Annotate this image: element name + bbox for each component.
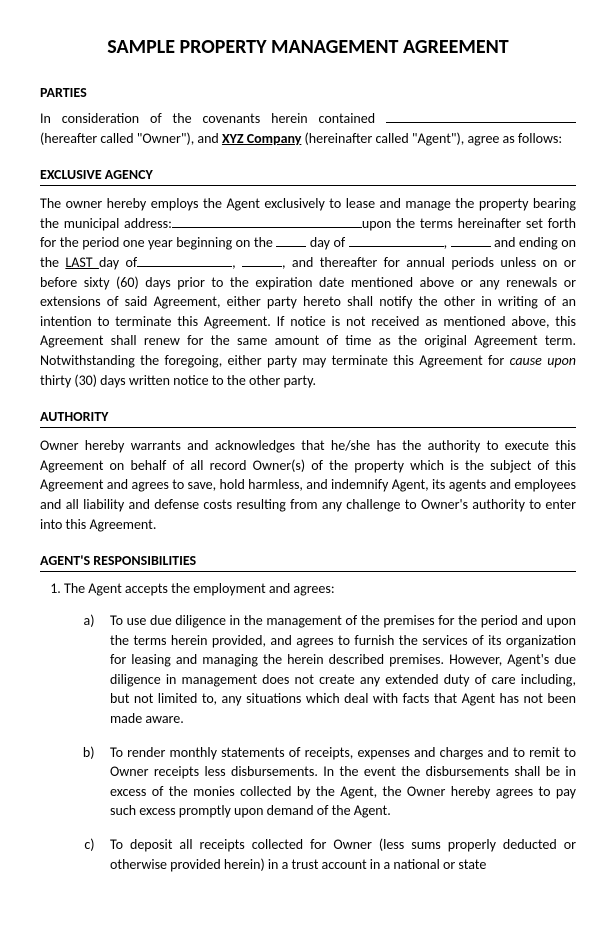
authority-heading: AUTHORITY (40, 408, 576, 428)
company-name: XYZ Company (222, 130, 301, 147)
parties-heading: PARTIES (40, 84, 576, 101)
parties-text-1: In consideration of the covenants herein… (40, 110, 386, 127)
exclusive-t8: , and thereafter for annual periods unle… (40, 254, 576, 369)
resp-lead: The Agent accepts the employment and agr… (64, 580, 335, 597)
document-page: SAMPLE PROPERTY MANAGEMENT AGREEMENT PAR… (0, 0, 616, 918)
exclusive-t3: day of (306, 234, 348, 251)
begin-year-blank (451, 246, 491, 247)
cause-upon: cause upon (510, 352, 576, 369)
resp-item-1: The Agent accepts the employment and agr… (64, 580, 576, 874)
exclusive-t6: day of (99, 254, 137, 271)
resp-sublist: To use due diligence in the management o… (64, 611, 576, 874)
owner-blank (386, 122, 576, 123)
resp-b: To render monthly statements of receipts… (104, 743, 576, 821)
responsibilities-heading: AGENT'S RESPONSIBILITIES (40, 552, 576, 572)
document-title: SAMPLE PROPERTY MANAGEMENT AGREEMENT (40, 35, 576, 59)
parties-text-3: (hereinafter called "Agent"), agree as f… (301, 130, 562, 147)
exclusive-t4: , (444, 234, 451, 251)
exclusive-t7: , (232, 254, 242, 271)
begin-month-blank (349, 246, 444, 247)
parties-text-2: (hereafter called "Owner"), and (40, 130, 222, 147)
resp-a: To use due diligence in the management o… (104, 611, 576, 729)
exclusive-paragraph: The owner hereby employs the Agent exclu… (40, 194, 576, 390)
exclusive-t9: thirty (30) days written notice to the o… (40, 372, 316, 389)
end-year-blank (242, 266, 282, 267)
end-month-blank (137, 266, 232, 267)
responsibilities-list: The Agent accepts the employment and agr… (40, 580, 576, 874)
resp-c: To deposit all receipts collected for Ow… (104, 835, 576, 874)
last-word: LAST (65, 254, 99, 271)
parties-paragraph: In consideration of the covenants herein… (40, 109, 576, 148)
authority-paragraph: Owner hereby warrants and acknowledges t… (40, 436, 576, 534)
address-blank (172, 227, 362, 228)
exclusive-heading: EXCLUSIVE AGENCY (40, 166, 576, 186)
begin-day-blank (276, 246, 306, 247)
